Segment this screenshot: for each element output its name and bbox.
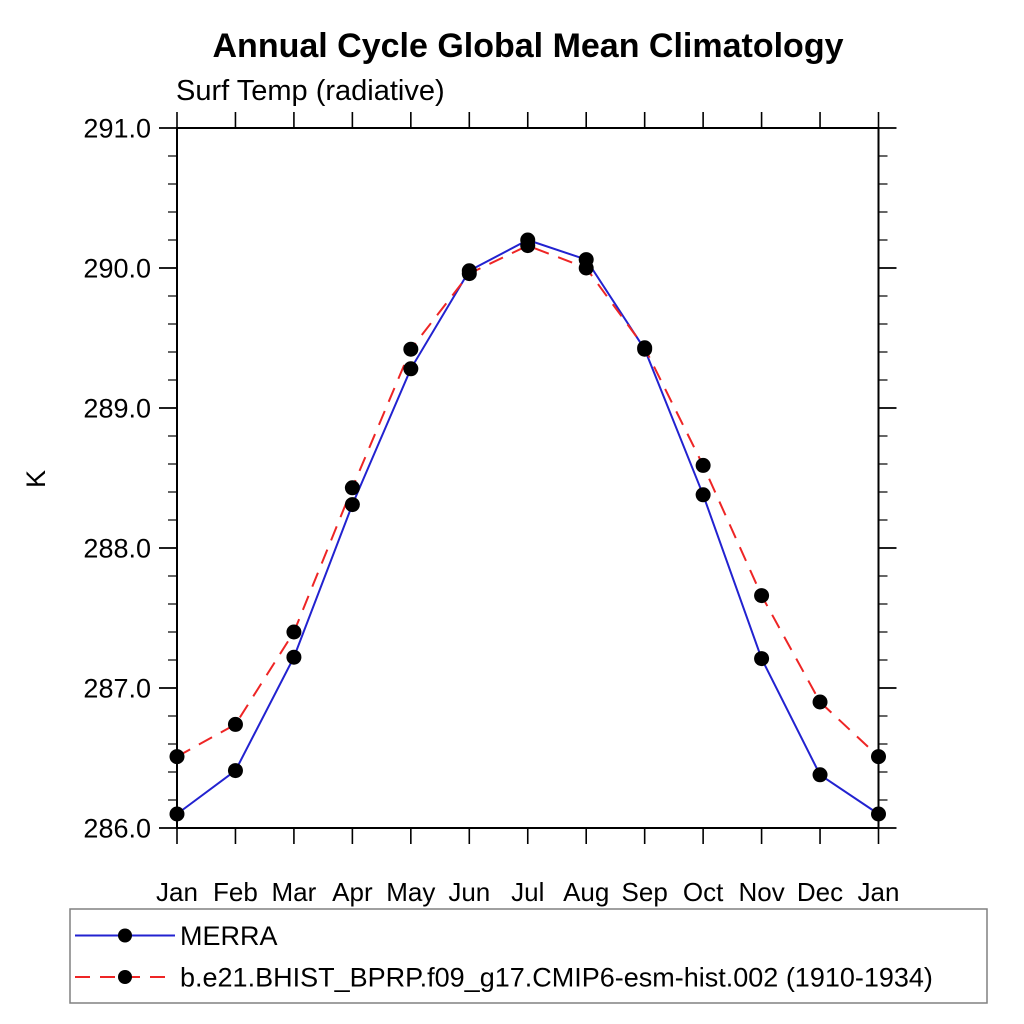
y-tick-label: 286.0 [83,814,151,844]
x-tick-label: Feb [213,877,258,907]
axis-ticks: Jan Feb Mar Apr May Jun Jul Aug Sep Oct Nov Dec Jan 2… [83,112,899,907]
data-point-marker [286,649,302,665]
x-tick-label: Jul [511,877,544,907]
x-tick-label: Oct [683,877,724,907]
data-point-marker [754,651,770,667]
data-point-marker [695,457,711,473]
data-point-marker [344,480,360,496]
legend-label-merra: MERRA [180,921,278,951]
data-point-marker [227,763,243,779]
y-tick-label: 289.0 [83,394,151,424]
data-point-marker [286,624,302,640]
y-axis-label: K [21,470,51,488]
x-tick-label: Nov [738,877,784,907]
legend-label-model: b.e21.BHIST_BPRP.f09_g17.CMIP6-esm-hist.… [180,963,933,993]
data-point-marker [520,238,536,254]
legend-marker-merra-icon [118,928,132,943]
chart-title: Annual Cycle Global Mean Climatology [213,27,844,65]
data-point-marker [871,749,886,765]
data-point-marker [169,806,185,822]
data-point-marker [578,260,594,276]
data-point-marker [695,487,711,503]
data-point-marker [637,340,653,356]
x-tick-label: Jan [858,877,900,907]
data-point-marker [812,694,828,710]
x-tick-label: Dec [797,877,843,907]
x-tick-label: May [386,877,435,907]
x-tick-label: Jan [156,877,198,907]
x-tick-label: Aug [563,877,609,907]
y-tick-label: 288.0 [83,534,151,564]
x-tick-label: Jun [448,877,490,907]
y-tick-label: 291.0 [83,114,151,144]
data-series [169,232,886,822]
y-tick-label: 290.0 [83,254,151,284]
series-line-merra [176,238,880,815]
data-point-marker [754,588,770,604]
data-point-marker [461,266,477,282]
legend-box [69,908,988,1004]
y-tick-label: 287.0 [83,674,151,704]
data-point-marker [871,806,886,822]
data-point-marker [344,497,360,513]
data-point-marker [227,716,243,732]
chart-subtitle: Surf Temp (radiative) [176,75,445,107]
x-tick-label: Sep [622,877,668,907]
x-tick-label: Mar [272,877,317,907]
legend-marker-model-icon [118,970,132,984]
data-point-marker [812,767,828,783]
data-point-marker [403,341,419,357]
data-point-marker [403,361,419,377]
legend: MERRA b.e21.BHIST_BPRP.f09_g17.CMIP6-esm… [69,908,988,1004]
data-point-marker [169,749,185,765]
x-tick-label: Apr [332,877,373,907]
